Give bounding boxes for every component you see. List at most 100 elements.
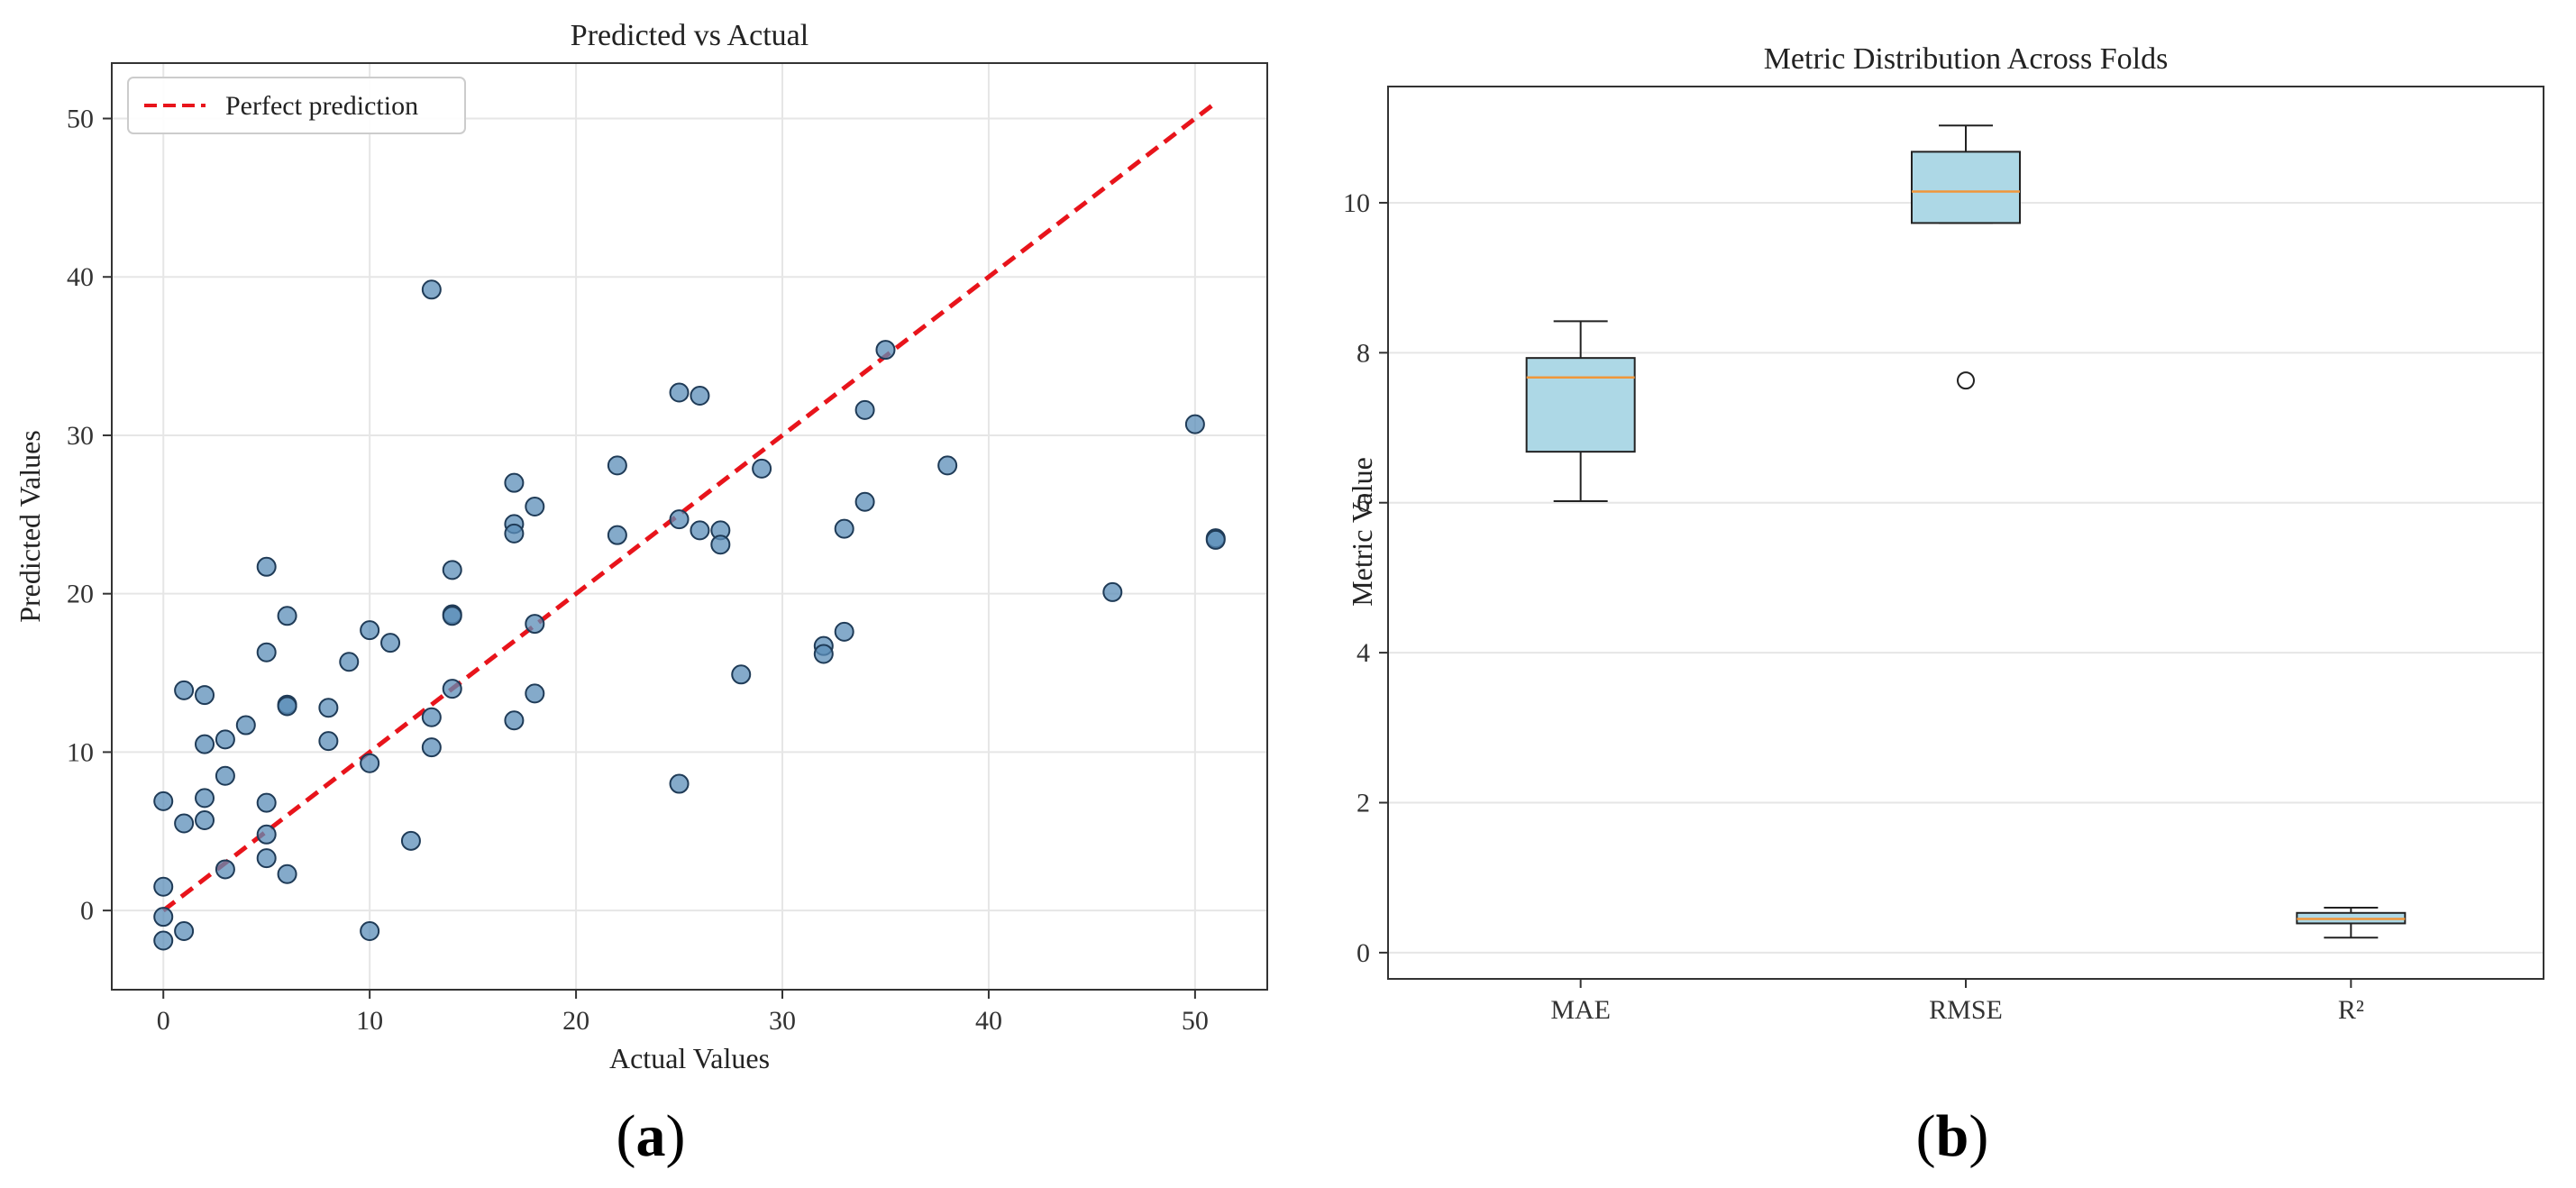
scatter-y-tick-label: 50 bbox=[67, 105, 94, 134]
scatter-point bbox=[195, 788, 215, 809]
perfect-prediction-line bbox=[161, 100, 1218, 913]
scatter-point bbox=[318, 698, 339, 718]
scatter-point bbox=[731, 664, 752, 685]
scatter-point bbox=[504, 472, 525, 493]
boxplot-boxes bbox=[1525, 124, 2407, 939]
boxplot-y-tick-label: 8 bbox=[1357, 338, 1370, 368]
boxplot-y-ticks: 0 2 4 6 8 10 bbox=[1343, 188, 1388, 968]
scatter-point bbox=[421, 737, 442, 758]
boxplot-x-tick-label: MAE bbox=[1550, 995, 1611, 1025]
boxplot-title: Metric Distribution Across Folds bbox=[1764, 42, 2169, 76]
scatter-point bbox=[153, 907, 174, 928]
box-mae bbox=[1525, 320, 1636, 503]
scatter-point bbox=[153, 876, 174, 897]
scatter-point bbox=[360, 753, 380, 773]
scatter-point bbox=[174, 920, 195, 941]
box-r bbox=[2296, 906, 2407, 939]
scatter-point bbox=[752, 458, 772, 479]
scatter-point bbox=[607, 455, 627, 476]
boxplot-x-tick-label: R² bbox=[2338, 995, 2364, 1025]
scatter-y-axis-label: Predicted Values bbox=[14, 430, 46, 623]
boxplot-y-tick-label: 4 bbox=[1357, 638, 1370, 668]
scatter-point bbox=[256, 848, 277, 869]
scatter-y-tick-label: 30 bbox=[67, 421, 94, 451]
scatter-point bbox=[854, 491, 875, 512]
panel-label-b: (b) bbox=[1916, 1103, 1989, 1169]
scatter-point bbox=[504, 710, 525, 731]
panel-label-a-close: ) bbox=[666, 1103, 686, 1169]
scatter-point bbox=[525, 683, 545, 704]
scatter-point bbox=[256, 556, 277, 577]
boxplot-gridlines bbox=[1388, 201, 2544, 954]
scatter-plot-frame bbox=[111, 62, 1268, 991]
scatter-point bbox=[277, 606, 297, 626]
scatter-x-tick-label: 40 bbox=[975, 1006, 1002, 1036]
box-rmse bbox=[1911, 124, 2021, 390]
scatter-x-tick-label: 20 bbox=[562, 1006, 589, 1036]
scatter-point bbox=[421, 707, 442, 727]
outlier-point bbox=[1957, 371, 1975, 390]
scatter-point bbox=[360, 620, 380, 641]
scatter-y-tick-label: 20 bbox=[67, 580, 94, 609]
perfect-prediction-line-group bbox=[161, 100, 1218, 913]
boxplot-y-axis-label: Metric Value bbox=[1346, 457, 1378, 607]
panel-label-b-letter: b bbox=[1936, 1103, 1969, 1169]
panel-label-a-open: ( bbox=[617, 1103, 636, 1169]
scatter-point bbox=[442, 560, 462, 580]
scatter-point bbox=[174, 813, 195, 834]
scatter-point bbox=[834, 621, 854, 642]
scatter-point bbox=[256, 824, 277, 845]
scatter-point bbox=[669, 773, 690, 794]
boxplot-panel: MAE RMSE R² 0 2 4 6 8 10 Metric Distribution Ac… bbox=[1343, 42, 2544, 1025]
scatter-point bbox=[400, 830, 421, 851]
panel-label-a: (a) bbox=[617, 1103, 686, 1169]
scatter-point bbox=[710, 535, 731, 555]
legend-entry-perfect-prediction: Perfect prediction bbox=[225, 91, 418, 121]
scatter-point bbox=[360, 920, 380, 941]
boxplot-y-tick-label: 2 bbox=[1357, 788, 1370, 818]
scatter-point bbox=[256, 792, 277, 813]
scatter-y-tick-label: 40 bbox=[67, 262, 94, 292]
scatter-point bbox=[215, 765, 235, 786]
scatter-point bbox=[339, 652, 360, 672]
scatter-point bbox=[834, 518, 854, 539]
boxplot-y-tick-label: 0 bbox=[1357, 938, 1370, 968]
scatter-title: Predicted vs Actual bbox=[571, 19, 808, 52]
interquartile-box bbox=[1525, 357, 1636, 453]
scatter-point bbox=[277, 864, 297, 884]
scatter-point bbox=[153, 930, 174, 951]
scatter-gridlines bbox=[112, 63, 1267, 990]
scatter-point bbox=[525, 497, 545, 517]
scatter-point bbox=[1205, 529, 1226, 550]
scatter-point bbox=[1184, 414, 1205, 434]
scatter-x-tick-label: 0 bbox=[157, 1006, 170, 1036]
scatter-point bbox=[256, 642, 277, 663]
scatter-point bbox=[669, 509, 690, 530]
scatter-point bbox=[235, 715, 256, 736]
scatter-x-axis-label: Actual Values bbox=[609, 1042, 770, 1074]
scatter-point bbox=[607, 525, 627, 545]
scatter-point bbox=[875, 340, 896, 361]
scatter-point bbox=[215, 859, 235, 880]
scatter-y-tick-label: 10 bbox=[67, 737, 94, 767]
scatter-point bbox=[442, 606, 462, 626]
scatter-point bbox=[215, 729, 235, 750]
scatter-points bbox=[153, 279, 1226, 951]
scatter-point bbox=[318, 731, 339, 752]
legend-box bbox=[127, 77, 466, 134]
scatter-point bbox=[937, 455, 958, 476]
scatter-x-ticks: 0 10 20 30 40 50 bbox=[157, 990, 1209, 1036]
scatter-point bbox=[669, 382, 690, 403]
scatter-point bbox=[195, 809, 215, 830]
scatter-y-tick-label: 0 bbox=[80, 896, 94, 926]
scatter-point bbox=[854, 399, 875, 420]
scatter-y-ticks: 0 10 20 30 40 50 bbox=[67, 105, 112, 926]
boxplot-y-tick-label: 10 bbox=[1343, 188, 1370, 218]
scatter-x-tick-label: 50 bbox=[1182, 1006, 1209, 1036]
scatter-x-tick-label: 30 bbox=[769, 1006, 796, 1036]
scatter-point bbox=[813, 644, 834, 664]
boxplot-x-tick-label: RMSE bbox=[1929, 995, 2003, 1025]
scatter-x-tick-label: 10 bbox=[356, 1006, 383, 1036]
panel-label-b-open: ( bbox=[1916, 1103, 1936, 1169]
